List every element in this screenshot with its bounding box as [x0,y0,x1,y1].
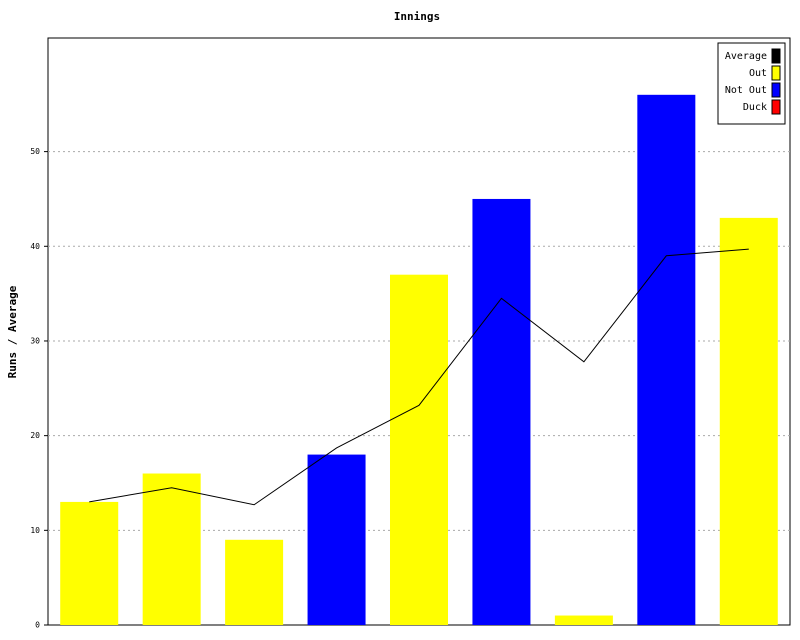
y-tick-label: 0 [35,621,40,630]
y-tick-label: 10 [30,526,40,535]
line [89,248,749,506]
bar [554,615,613,625]
legend-swatch [771,65,781,81]
bar [472,198,531,626]
bar [225,539,284,625]
y-tick-label: 30 [30,336,40,345]
legend-label: Out [749,68,767,79]
bar [637,94,696,625]
legend-swatch [771,99,781,115]
chart-title: Innings [394,10,440,23]
bar [142,473,201,625]
y-tick-label: 20 [30,431,40,440]
legend-swatch [771,82,781,98]
bar [307,454,366,625]
legend-swatch [771,48,781,64]
bar [719,217,778,626]
legend-label: Not Out [725,85,767,96]
y-axis-label: Runs / Average [6,285,19,378]
legend-label: Duck [743,102,767,113]
bar [390,274,448,625]
legend-label: Average [725,51,767,62]
bar [60,501,119,625]
y-tick-label: 50 [30,147,40,156]
y-tick-label: 40 [30,242,40,251]
